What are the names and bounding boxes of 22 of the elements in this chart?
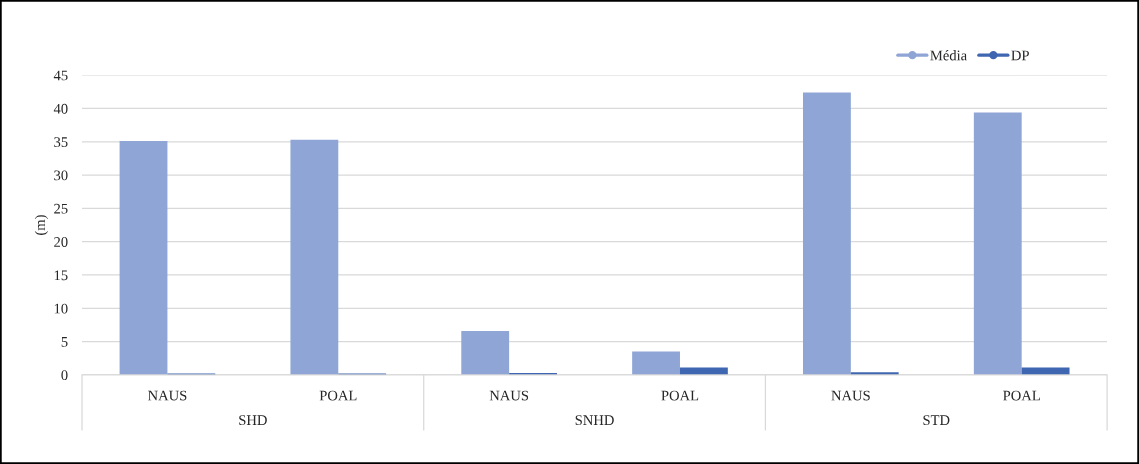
x-tick-label: POAL <box>661 390 699 401</box>
y-tick-label: 5 <box>61 337 68 347</box>
text: STD <box>923 415 950 426</box>
x-tick-label: POAL <box>319 390 357 401</box>
y-tick-label: 45 <box>53 70 68 81</box>
y-axis-title: (m) <box>34 215 48 235</box>
y-tick-label: 20 <box>54 237 68 247</box>
x-tick-label: NAUS <box>148 390 187 401</box>
legend-label: DP <box>1011 50 1029 61</box>
x-tick-label: NAUS <box>831 390 870 401</box>
text: SHD <box>239 415 267 426</box>
text: SNHD <box>575 415 614 426</box>
y-tick-label: 10 <box>54 303 68 314</box>
y-tick-label: 35 <box>54 137 68 147</box>
y-tick-label: 0 <box>61 370 68 381</box>
x-tick-label: NAUS <box>489 390 529 401</box>
y-tick-label: 40 <box>53 103 68 114</box>
legend-label: Média <box>930 50 967 61</box>
x-tick-label: POAL <box>1003 390 1040 401</box>
y-tick-label: 25 <box>54 203 68 214</box>
y-tick-label: 15 <box>54 270 68 281</box>
y-tick-label: 30 <box>54 170 68 181</box>
